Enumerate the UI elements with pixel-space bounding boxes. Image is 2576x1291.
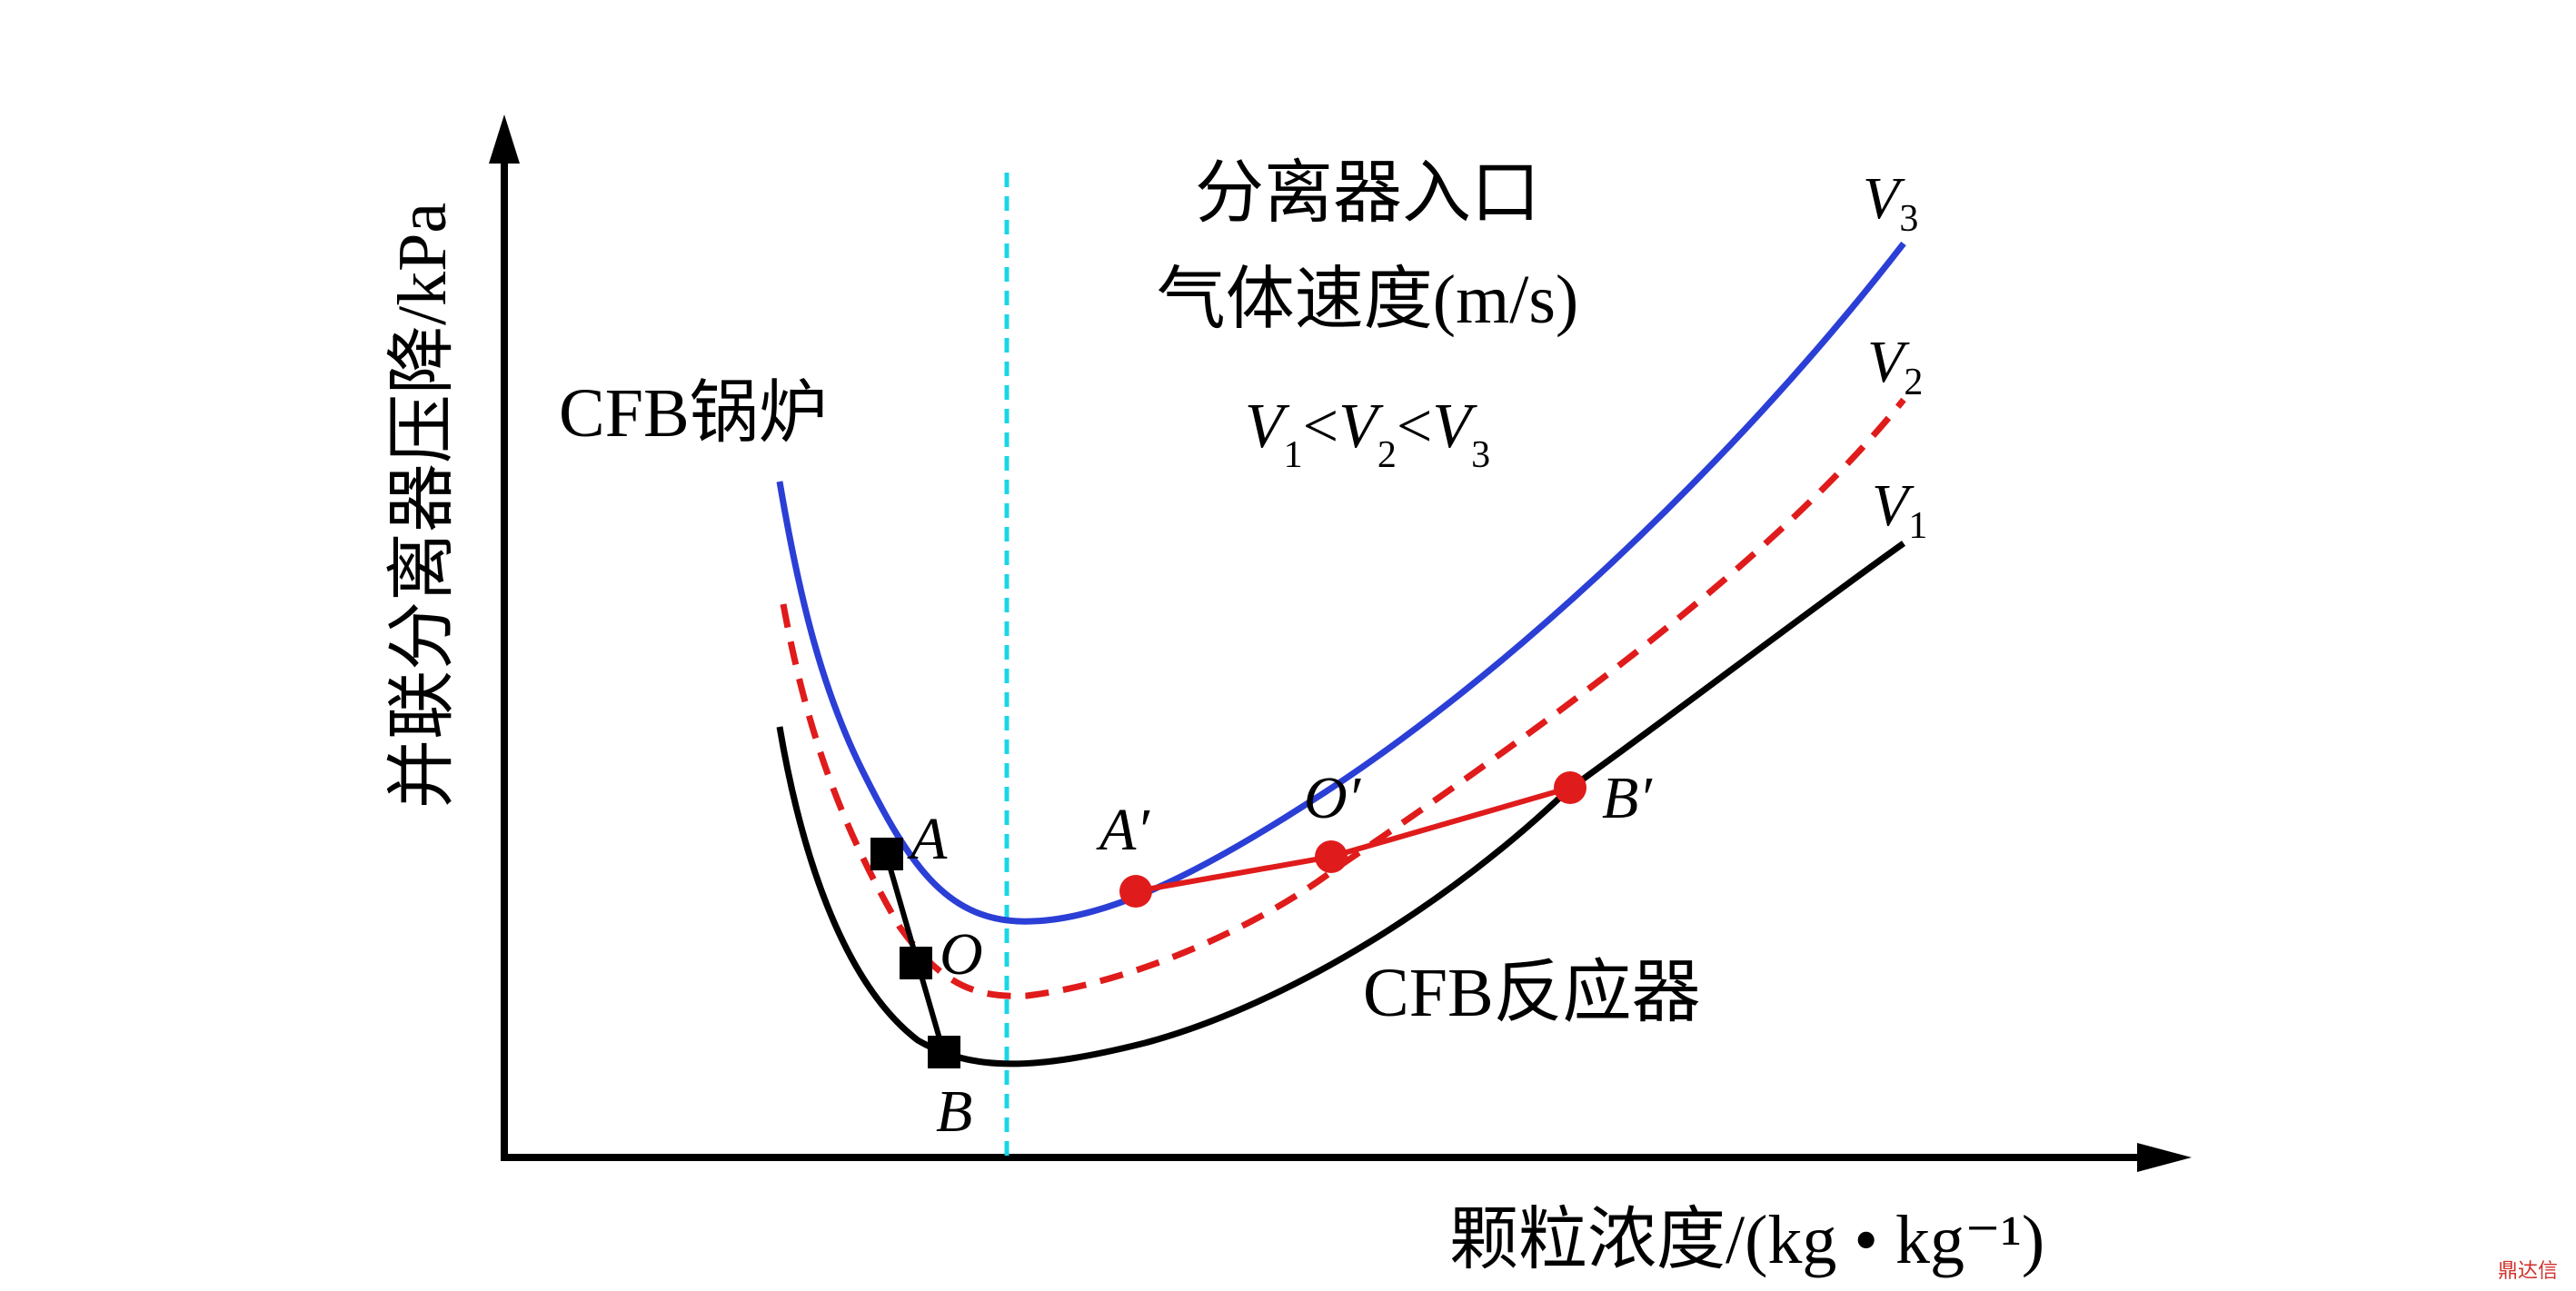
curve-v3 [776,241,1906,925]
label-point-a-prime: A′ [1096,797,1150,863]
series-sub-v2: 2 [1904,362,1923,403]
label-point-b-prime: B′ [1602,765,1653,831]
series-label-v3: V3 [1863,165,1918,240]
label-point-a: A [907,806,948,872]
curve-v1 [776,541,1906,1068]
y-axis-label: 并联分离器压降/kPa [384,203,461,809]
label-point-o-prime: O′ [1304,765,1362,831]
point-b [928,1036,960,1068]
label-point-o: O [940,921,983,988]
series-label-v2: V2 [1867,329,1923,403]
x-axis-arrow [2137,1143,2192,1172]
x-axis-label: 颗粒浓度/(kg • kg⁻¹) [1449,1202,2044,1278]
series-label-v1: V1 [1872,472,1927,547]
point-a-prime [1119,875,1152,908]
point-o-prime [1315,840,1348,873]
region-label-reactor: CFB反应器 [1363,955,1701,1031]
reactor-points: A′ O′ B′ [1096,765,1653,908]
label-point-b: B [936,1078,972,1145]
region-label-boiler: CFB锅炉 [559,375,828,452]
legend-title-line2: 气体速度(m/s) [1157,262,1578,338]
y-axis-arrow [489,114,520,164]
series-sub-v3: 3 [1899,198,1918,240]
boiler-points: A O B [870,806,983,1145]
curves [776,241,1906,1068]
point-a [870,838,903,870]
point-o [900,947,932,979]
legend-relation: V1<V2<V3 [1245,392,1490,476]
watermark-logo: 鼎达信 [2498,1255,2558,1284]
watermark-text: 鼎达信 [2497,1260,2558,1283]
axes [489,114,2192,1172]
series-sub-v1: 1 [1908,505,1927,547]
series-labels: V3 V2 V1 [1863,165,1927,547]
legend: 分离器入口 气体速度(m/s) V1<V2<V3 [1157,155,1578,476]
legend-title-line1: 分离器入口 [1195,155,1540,232]
curve-v2 [780,397,1906,999]
point-b-prime [1554,771,1586,804]
